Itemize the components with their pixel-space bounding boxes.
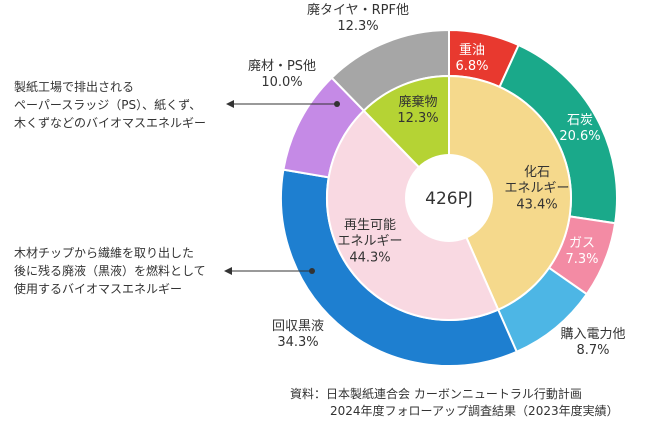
inner-slice-化石-エネルギー xyxy=(448,74,572,311)
source-note: 資料：日本製紙連合会 カーボンニュートラル行動計画 2024年度フォローアップ調… xyxy=(290,386,619,420)
note-pulp-sludge-line-1: 製紙工場で排出される xyxy=(14,80,135,94)
note-pulp-sludge-line-2: ペーパースラッジ（PS）、紙くず、 xyxy=(14,98,202,112)
outer-label-廃材-PS他: 廃材・PS他 10.0% xyxy=(248,58,316,90)
note-black-liquor: 木材チップから繊維を取り出した 後に残る廃液（黒液）を燃料として 使用するバイオ… xyxy=(14,244,206,298)
outer-label-購入電力他: 購入電力他 8.7% xyxy=(560,327,625,358)
note-black-liquor-line-3: 使用するバイオマスエネルギー xyxy=(14,282,183,296)
note-arrows xyxy=(224,100,340,275)
inner-label-再生可能-エネルギー: 再生可能エネルギー 44.3% xyxy=(337,218,402,266)
source-line-2: 2024年度フォローアップ調査結果（2023年度実績） xyxy=(330,404,619,418)
outer-label-ガス: ガス 7.3% xyxy=(565,236,598,267)
outer-label-回収黒液: 回収黒液 34.3% xyxy=(272,319,324,350)
outer-label-重油: 重油 6.8% xyxy=(455,42,488,74)
center-hole xyxy=(405,154,493,242)
note-pulp-sludge: 製紙工場で排出される ペーパースラッジ（PS）、紙くず、 木くずなどのバイオマス… xyxy=(14,78,206,132)
inner-label-廃棄物: 廃棄物 12.3% xyxy=(397,94,438,126)
arrow-black-liquor-head xyxy=(224,267,232,275)
slice-labels: 重油 6.8% 石炭 20.6% ガス 7.3% 購入電力他 8.7% 回収黒液 34.3% 廃材・… xyxy=(248,2,626,358)
source-line-1: 資料：日本製紙連合会 カーボンニュートラル行動計画 xyxy=(290,387,582,401)
note-pulp-sludge-line-3: 木くずなどのバイオマスエネルギー xyxy=(14,116,207,130)
center-total-label: 426PJ xyxy=(425,189,473,209)
inner-ring xyxy=(326,74,572,321)
note-black-liquor-line-1: 木材チップから繊維を取り出した xyxy=(14,246,195,260)
outer-label-廃タイヤ-RPF他: 廃タイヤ・RPF他 12.3% xyxy=(307,2,409,34)
note-black-liquor-line-2: 後に残る廃液（黒液）を燃料として xyxy=(14,264,206,278)
inner-label-化石-エネルギー: 化石エネルギー 43.4% xyxy=(504,165,569,213)
outer-label-石炭: 石炭 20.6% xyxy=(559,113,600,144)
arrow-pulp-sludge-head xyxy=(226,100,234,108)
center: 426PJ xyxy=(405,154,493,242)
